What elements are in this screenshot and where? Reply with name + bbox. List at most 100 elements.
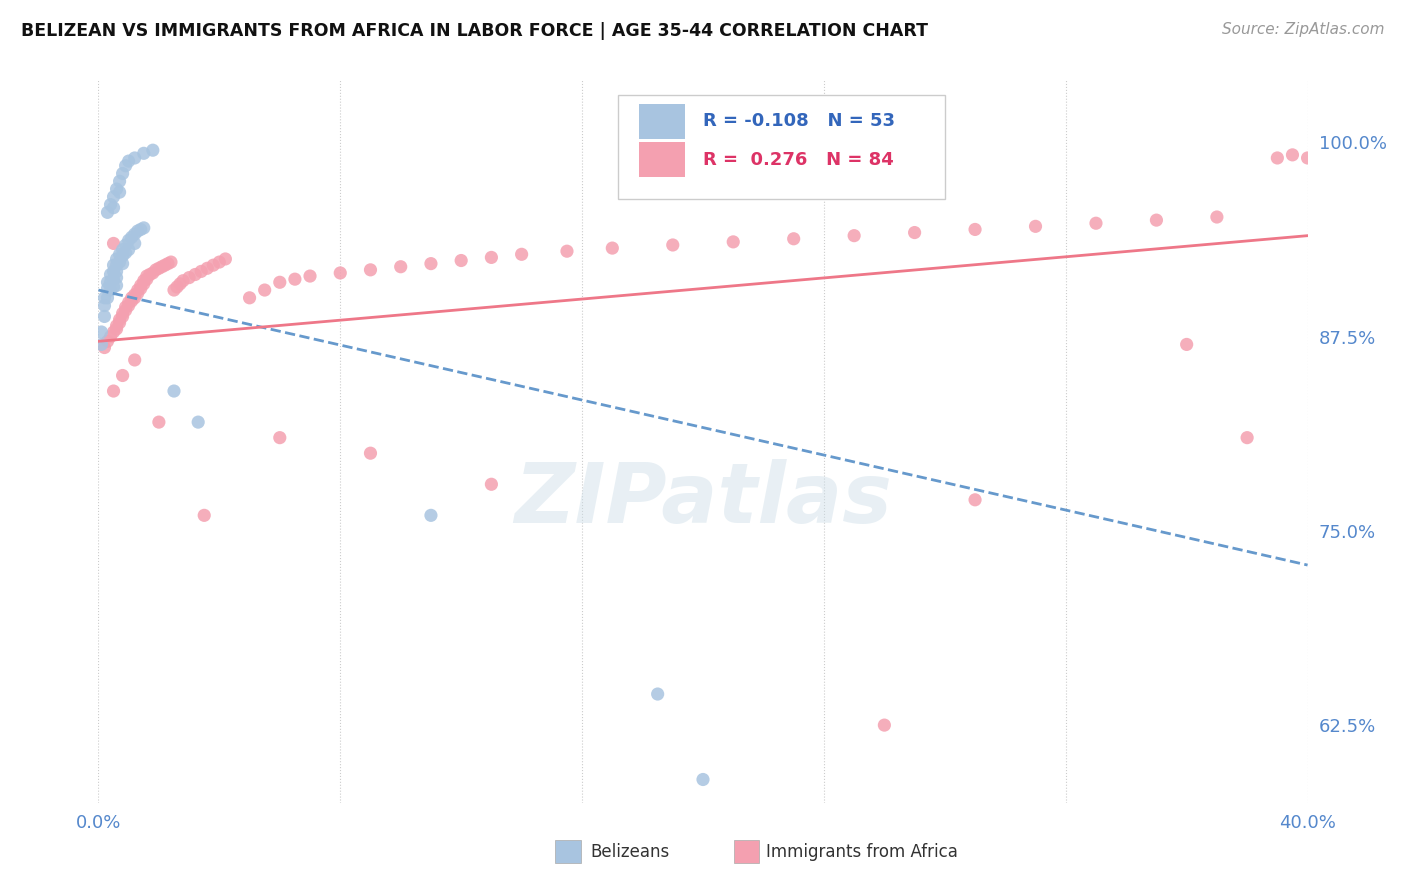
Point — [132, 277, 155, 291]
Point — [163, 384, 186, 398]
Point — [124, 291, 146, 305]
Point — [96, 275, 118, 289]
Point — [163, 283, 186, 297]
Point — [214, 252, 236, 266]
Point — [103, 280, 125, 294]
Point — [904, 226, 927, 240]
Point — [1296, 151, 1319, 165]
Point — [127, 224, 149, 238]
Point — [1236, 431, 1258, 445]
Point — [111, 167, 134, 181]
Point — [661, 238, 683, 252]
Point — [1085, 216, 1108, 230]
Point — [1267, 151, 1289, 165]
Point — [90, 325, 112, 339]
Point — [142, 266, 165, 280]
Point — [139, 268, 162, 282]
Point — [103, 258, 125, 272]
Point — [103, 190, 125, 204]
Bar — [638, 104, 685, 139]
Point — [118, 233, 141, 247]
Point — [150, 260, 173, 274]
Point — [100, 275, 122, 289]
Bar — [638, 143, 685, 178]
Point — [108, 185, 131, 199]
Point — [1144, 213, 1167, 227]
Point — [108, 174, 131, 188]
Point — [160, 255, 183, 269]
Point — [723, 235, 745, 249]
Point — [124, 287, 146, 301]
Point — [127, 283, 149, 297]
Point — [118, 295, 141, 310]
Point — [184, 268, 207, 282]
Point — [148, 415, 170, 429]
Point — [96, 291, 118, 305]
Point — [105, 258, 128, 272]
Point — [105, 322, 128, 336]
Point — [965, 492, 987, 507]
Point — [190, 264, 212, 278]
Point — [111, 368, 134, 383]
Point — [269, 275, 291, 289]
Text: BELIZEAN VS IMMIGRANTS FROM AFRICA IN LABOR FORCE | AGE 35-44 CORRELATION CHART: BELIZEAN VS IMMIGRANTS FROM AFRICA IN LA… — [21, 22, 928, 40]
Point — [153, 258, 176, 272]
Point — [239, 291, 262, 305]
Point — [873, 718, 896, 732]
Point — [299, 268, 322, 283]
Point — [114, 245, 136, 260]
Point — [108, 255, 131, 269]
Point — [965, 222, 987, 236]
Point — [692, 772, 714, 787]
Point — [284, 272, 307, 286]
Point — [135, 272, 157, 286]
Point — [105, 252, 128, 266]
Point — [172, 274, 194, 288]
Point — [124, 353, 146, 368]
Point — [195, 261, 218, 276]
Point — [111, 310, 134, 324]
Text: Source: ZipAtlas.com: Source: ZipAtlas.com — [1222, 22, 1385, 37]
Point — [93, 310, 115, 324]
Point — [269, 431, 291, 445]
Point — [145, 263, 167, 277]
Point — [208, 255, 231, 269]
Point — [420, 257, 443, 271]
Point — [135, 268, 157, 283]
Point — [96, 205, 118, 219]
Point — [481, 251, 503, 265]
Point — [121, 230, 143, 244]
Point — [105, 318, 128, 333]
FancyBboxPatch shape — [619, 95, 945, 200]
Point — [253, 283, 276, 297]
Point — [129, 278, 152, 293]
Point — [1024, 219, 1046, 234]
Point — [132, 274, 155, 288]
Point — [103, 325, 125, 339]
Point — [124, 151, 146, 165]
Point — [1175, 337, 1198, 351]
Point — [93, 299, 115, 313]
Point — [360, 446, 382, 460]
Point — [100, 283, 122, 297]
Point — [420, 508, 443, 523]
Point — [114, 238, 136, 252]
Text: Belizeans: Belizeans — [591, 843, 669, 861]
Point — [602, 241, 624, 255]
Point — [124, 236, 146, 251]
Point — [105, 182, 128, 196]
Point — [169, 277, 191, 291]
Point — [108, 312, 131, 326]
Point — [100, 197, 122, 211]
Point — [103, 201, 125, 215]
Point — [329, 266, 352, 280]
Point — [96, 281, 118, 295]
Point — [121, 291, 143, 305]
Point — [389, 260, 412, 274]
Point — [114, 303, 136, 318]
Point — [103, 264, 125, 278]
Point — [105, 278, 128, 293]
Point — [647, 687, 669, 701]
Point — [124, 227, 146, 241]
Point — [481, 477, 503, 491]
